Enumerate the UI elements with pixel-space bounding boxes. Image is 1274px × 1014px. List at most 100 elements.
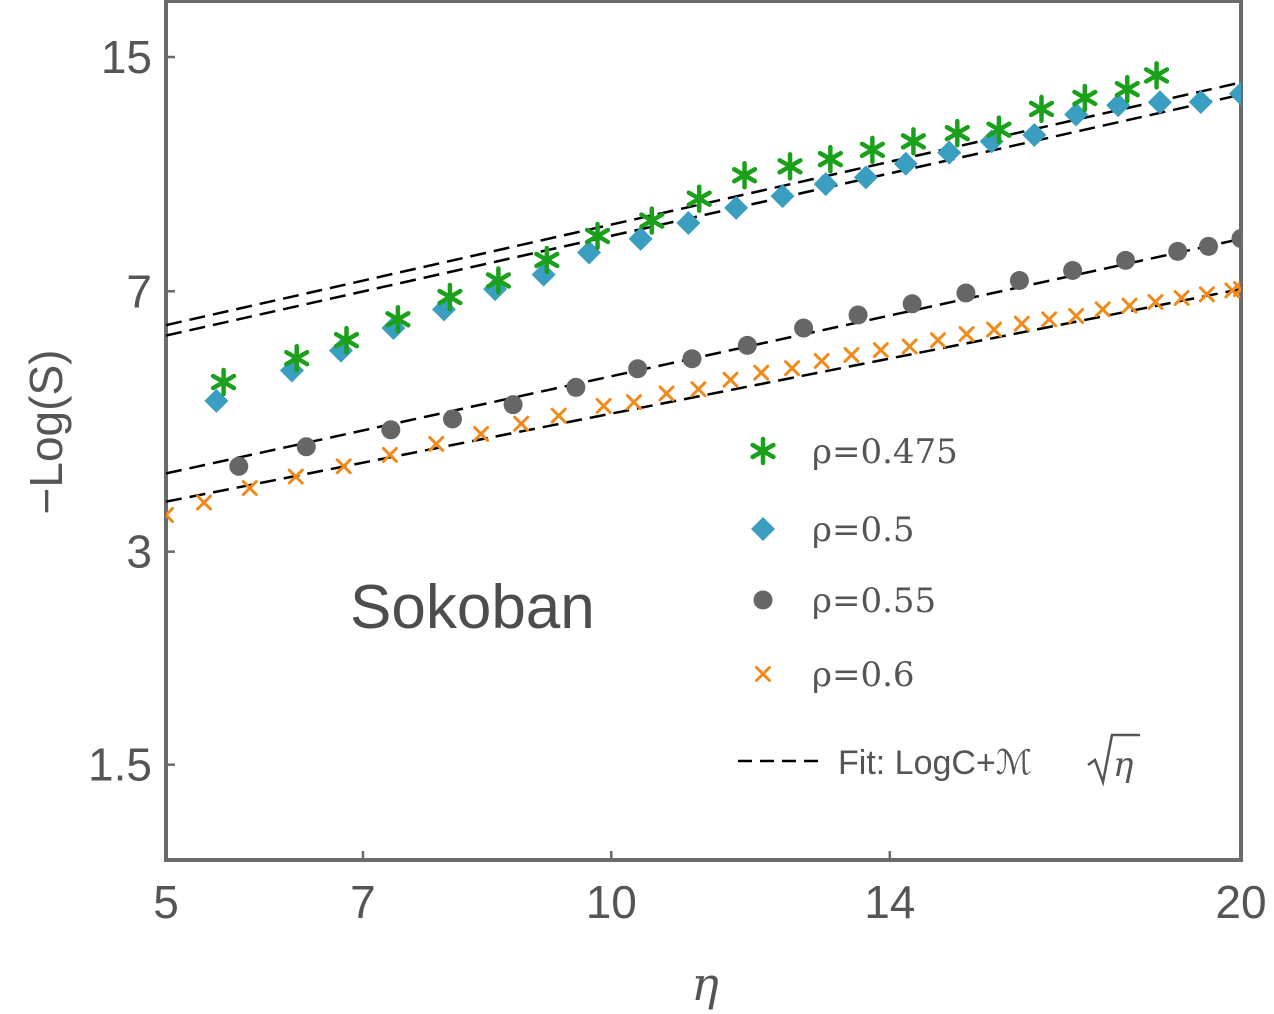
data-point-diamond bbox=[1022, 122, 1047, 147]
data-point-star bbox=[437, 282, 463, 312]
data-point-x bbox=[196, 494, 213, 511]
data-point-circle bbox=[1168, 241, 1188, 261]
x-tick-label: 5 bbox=[153, 876, 179, 928]
data-point-x bbox=[1173, 289, 1190, 306]
data-point-diamond bbox=[1188, 89, 1213, 114]
chart-annotation: Sokoban bbox=[350, 573, 595, 642]
data-point-star bbox=[777, 152, 803, 181]
data-point-x bbox=[690, 381, 707, 398]
data-point-diamond bbox=[1064, 102, 1089, 127]
data-point-x bbox=[813, 352, 830, 369]
data-point-x bbox=[513, 415, 530, 432]
data-point-star bbox=[333, 325, 360, 355]
data-point-circle bbox=[296, 437, 316, 457]
legend: ρ=0.475 ρ=0.5 ρ=0.55 ρ=0.6 Fit: LogC+ℳ η bbox=[738, 432, 1140, 787]
y-tick-label: 3 bbox=[126, 526, 152, 578]
fit-line bbox=[166, 93, 1241, 337]
data-point-star bbox=[817, 144, 844, 174]
data-point-circle bbox=[1231, 229, 1241, 249]
data-point-x bbox=[843, 346, 860, 363]
data-point-circle bbox=[1063, 260, 1083, 280]
plot-frame bbox=[164, 0, 1243, 862]
y-tick-label: 1.5 bbox=[88, 739, 152, 791]
data-point-star bbox=[900, 127, 927, 156]
data-point-diamond bbox=[577, 240, 602, 265]
data-point-x bbox=[929, 332, 946, 349]
legend-marker-circle bbox=[753, 590, 773, 610]
data-point-circle bbox=[956, 283, 976, 303]
data-point-x bbox=[1013, 315, 1030, 332]
data-point-circle bbox=[1009, 270, 1029, 290]
data-point-star bbox=[584, 221, 611, 251]
y-tick-label: 7 bbox=[126, 265, 152, 317]
fit-line bbox=[166, 81, 1241, 327]
data-point-circle bbox=[794, 318, 814, 338]
data-point-diamond bbox=[1106, 93, 1131, 118]
data-point-circle bbox=[902, 294, 922, 314]
data-point-x bbox=[1068, 307, 1085, 324]
data-point-diamond bbox=[531, 262, 556, 287]
x-tick-label: 10 bbox=[586, 876, 637, 928]
data-point-circle bbox=[503, 395, 523, 415]
data-point-diamond bbox=[724, 195, 749, 220]
data-point-star bbox=[1114, 74, 1140, 104]
legend-marker-star bbox=[750, 436, 776, 466]
data-point-diamond bbox=[770, 184, 795, 209]
data-point-circle bbox=[848, 305, 868, 325]
data-point-diamond bbox=[893, 151, 918, 176]
y-tick-label: 15 bbox=[101, 31, 152, 83]
y-axis-ticks: 1.5 3 7 15 bbox=[88, 31, 175, 791]
legend-markers bbox=[750, 436, 776, 682]
data-point-x bbox=[784, 360, 801, 377]
legend-label-05: ρ=0.5 bbox=[812, 510, 915, 550]
legend-marker-diamond bbox=[751, 517, 775, 541]
data-point-x bbox=[381, 446, 398, 463]
x-axis-ticks: 5 7 10 14 20 bbox=[153, 851, 1267, 928]
sqrt-radical-icon bbox=[1087, 733, 1140, 787]
fit-line bbox=[166, 237, 1241, 475]
data-point-star bbox=[639, 206, 665, 235]
legend-label-06: ρ=0.6 bbox=[812, 655, 915, 695]
data-point-circle bbox=[682, 349, 702, 369]
data-point-x bbox=[1233, 281, 1241, 298]
legend-label-055: ρ=0.55 bbox=[812, 581, 936, 621]
data-point-x bbox=[595, 397, 612, 414]
data-point-x bbox=[986, 321, 1003, 338]
data-point-star bbox=[1072, 83, 1098, 113]
data-point-x bbox=[287, 468, 304, 485]
data-point-diamond bbox=[1147, 90, 1172, 115]
data-point-circle bbox=[1116, 250, 1136, 270]
data-point-star bbox=[859, 135, 886, 165]
data-point-x bbox=[1094, 301, 1111, 318]
data-point-x bbox=[428, 435, 445, 452]
data-point-x bbox=[722, 371, 739, 388]
data-point-star bbox=[986, 115, 1012, 144]
data-point-diamond bbox=[1229, 81, 1241, 106]
data-point-star bbox=[284, 343, 310, 373]
legend-label-0475: ρ=0.475 bbox=[812, 432, 958, 472]
data-point-x bbox=[335, 458, 352, 475]
data-point-x bbox=[550, 407, 567, 424]
data-point-x bbox=[241, 480, 258, 497]
fit-lines bbox=[166, 81, 1241, 503]
data-point-star bbox=[1028, 94, 1055, 124]
data-point-x bbox=[872, 342, 889, 359]
data-point-star bbox=[731, 161, 758, 190]
legend-marker-x bbox=[755, 666, 771, 682]
data-point-x bbox=[625, 394, 642, 411]
x-axis-title: η bbox=[691, 957, 719, 1011]
data-point-circle bbox=[442, 409, 462, 429]
data-point-circle bbox=[229, 456, 249, 476]
data-point-star bbox=[385, 305, 411, 334]
x-tick-label: 20 bbox=[1215, 876, 1266, 928]
data-point-x bbox=[753, 364, 770, 381]
data-point-circle bbox=[628, 359, 648, 379]
data-point-x bbox=[901, 338, 918, 355]
data-markers bbox=[166, 61, 1241, 524]
data-point-diamond bbox=[853, 165, 878, 190]
data-point-diamond bbox=[813, 172, 838, 197]
data-point-x bbox=[658, 385, 675, 402]
data-point-star bbox=[686, 184, 712, 213]
data-point-x bbox=[1041, 311, 1058, 328]
